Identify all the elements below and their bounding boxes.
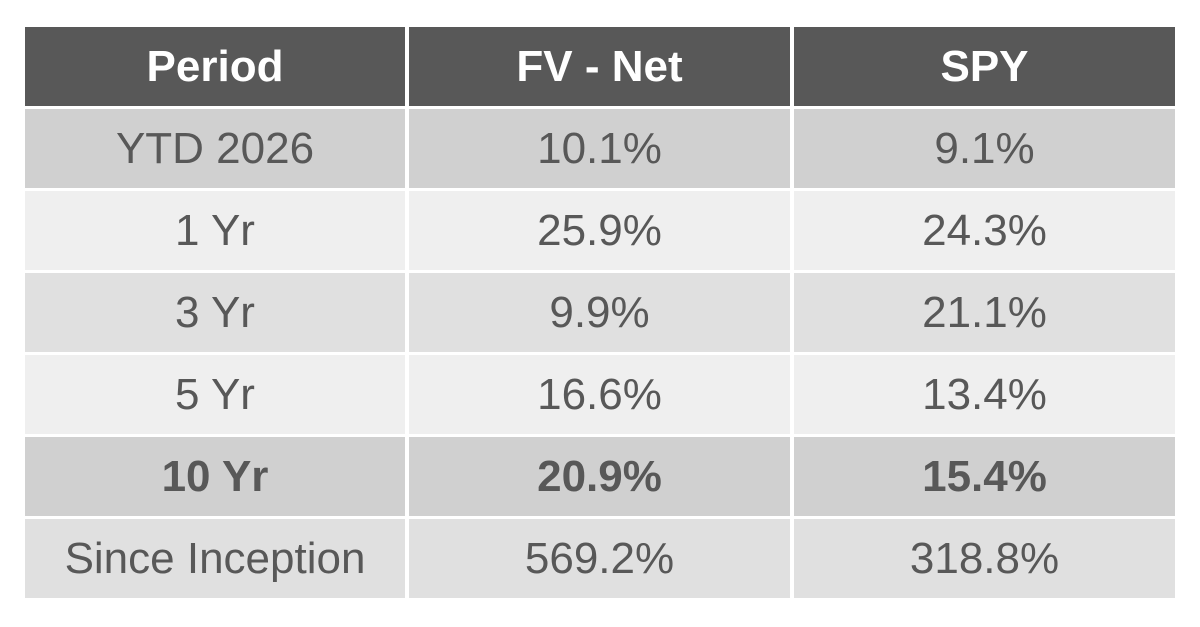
value-cell: 25.9% xyxy=(409,191,790,270)
value-cell: 15.4% xyxy=(794,437,1175,516)
period-cell: 10 Yr xyxy=(25,437,405,516)
period-cell: 5 Yr xyxy=(25,355,405,434)
header-cell: SPY xyxy=(794,27,1175,106)
period-cell: YTD 2026 xyxy=(25,109,405,188)
value-cell: 16.6% xyxy=(409,355,790,434)
period-cell: 1 Yr xyxy=(25,191,405,270)
value-cell: 10.1% xyxy=(409,109,790,188)
value-cell: 318.8% xyxy=(794,519,1175,598)
value-cell: 9.1% xyxy=(794,109,1175,188)
header-cell: Period xyxy=(25,27,405,106)
performance-table: Period FV - Net SPY YTD 2026 10.1% 9.1% 1 Yr 25… xyxy=(25,27,1175,598)
value-cell: 20.9% xyxy=(409,437,790,516)
value-cell: 21.1% xyxy=(794,273,1175,352)
period-cell: 3 Yr xyxy=(25,273,405,352)
period-cell: Since Inception xyxy=(25,519,405,598)
header-cell: FV - Net xyxy=(409,27,790,106)
value-cell: 13.4% xyxy=(794,355,1175,434)
value-cell: 9.9% xyxy=(409,273,790,352)
value-cell: 24.3% xyxy=(794,191,1175,270)
value-cell: 569.2% xyxy=(409,519,790,598)
